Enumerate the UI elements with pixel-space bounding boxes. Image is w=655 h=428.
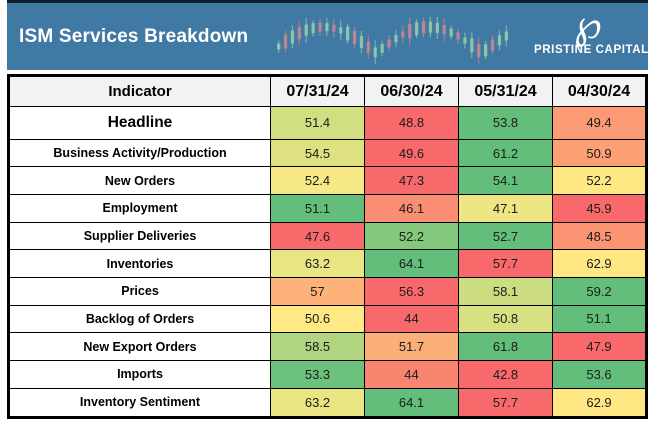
table-row: New Orders 52.4 47.3 54.1 52.2 [8, 166, 647, 196]
value-cell: 49.4 [552, 106, 647, 140]
row-label: Employment [8, 194, 271, 223]
value-cell: 52.7 [458, 221, 553, 251]
value-cell: 57.7 [458, 387, 553, 419]
table-row: Inventory Sentiment 63.2 64.1 57.7 62.9 [8, 387, 647, 419]
table-row: Inventories 63.2 64.1 57.7 62.9 [8, 249, 647, 279]
value-cell: 63.2 [270, 249, 365, 279]
value-cell: 56.3 [364, 277, 459, 306]
row-label: Headline [8, 106, 271, 140]
table-row: New Export Orders 58.5 51.7 61.8 47.9 [8, 332, 647, 361]
row-label: Imports [8, 359, 271, 389]
column-header-date: 07/31/24 [270, 75, 365, 107]
value-cell: 51.4 [270, 106, 365, 140]
value-cell: 62.9 [552, 387, 647, 419]
value-cell: 52.2 [364, 221, 459, 251]
value-cell: 59.2 [552, 277, 647, 306]
table-row: Employment 51.1 46.1 47.1 45.9 [8, 194, 647, 223]
value-cell: 48.8 [364, 106, 459, 140]
value-cell: 44 [364, 304, 459, 334]
table-row: Headline 51.4 48.8 53.8 49.4 [8, 106, 647, 140]
value-cell: 50.6 [270, 304, 365, 334]
value-cell: 54.1 [458, 166, 553, 196]
column-header-date: 05/31/24 [458, 75, 553, 107]
value-cell: 47.9 [552, 332, 647, 361]
value-cell: 64.1 [364, 387, 459, 419]
value-cell: 47.6 [270, 221, 365, 251]
value-cell: 51.1 [270, 194, 365, 223]
value-cell: 54.5 [270, 138, 365, 168]
table-row: Supplier Deliveries 47.6 52.2 52.7 48.5 [8, 221, 647, 251]
row-label: Prices [8, 277, 271, 306]
value-cell: 50.9 [552, 138, 647, 168]
value-cell: 53.3 [270, 359, 365, 389]
table-container: Indicator 07/31/24 06/30/24 05/31/24 04/30/2… [7, 74, 648, 419]
value-cell: 45.9 [552, 194, 647, 223]
row-label: New Export Orders [8, 332, 271, 361]
value-cell: 47.1 [458, 194, 553, 223]
pristine-script-p-logo-icon: ℘ [574, 2, 602, 48]
column-header-date: 04/30/24 [552, 75, 647, 107]
table-row: Backlog of Orders 50.6 44 50.8 51.1 [8, 304, 647, 334]
ism-services-table: Indicator 07/31/24 06/30/24 05/31/24 04/30/2… [7, 74, 648, 419]
value-cell: 62.9 [552, 249, 647, 279]
row-label: Supplier Deliveries [8, 221, 271, 251]
value-cell: 58.1 [458, 277, 553, 306]
value-cell: 48.5 [552, 221, 647, 251]
value-cell: 42.8 [458, 359, 553, 389]
brand-name: PRISTINE CAPITAL [534, 44, 649, 56]
table-row: Imports 53.3 44 42.8 53.6 [8, 359, 647, 389]
value-cell: 50.8 [458, 304, 553, 334]
row-label: Inventories [8, 249, 271, 279]
value-cell: 51.1 [552, 304, 647, 334]
value-cell: 61.2 [458, 138, 553, 168]
value-cell: 53.8 [458, 106, 553, 140]
value-cell: 52.2 [552, 166, 647, 196]
value-cell: 58.5 [270, 332, 365, 361]
value-cell: 46.1 [364, 194, 459, 223]
value-cell: 63.2 [270, 387, 365, 419]
row-label: Inventory Sentiment [8, 387, 271, 419]
row-label: Business Activity/Production [8, 138, 271, 168]
value-cell: 64.1 [364, 249, 459, 279]
value-cell: 44 [364, 359, 459, 389]
banner-title: ISM Services Breakdown [19, 25, 249, 47]
value-cell: 51.7 [364, 332, 459, 361]
banner: ISM Services Breakdown ℘ PRISTINE CAPITA… [7, 0, 648, 70]
value-cell: 47.3 [364, 166, 459, 196]
table-header-row: Indicator 07/31/24 06/30/24 05/31/24 04/30/2… [8, 75, 647, 107]
table-row: Business Activity/Production 54.5 49.6 61.2… [8, 138, 647, 168]
value-cell: 49.6 [364, 138, 459, 168]
column-header-indicator: Indicator [8, 75, 271, 107]
value-cell: 57 [270, 277, 365, 306]
value-cell: 57.7 [458, 249, 553, 279]
brand-logo: ℘ PRISTINE CAPITAL [534, 2, 649, 56]
column-header-date: 06/30/24 [364, 75, 459, 107]
row-label: New Orders [8, 166, 271, 196]
value-cell: 61.8 [458, 332, 553, 361]
table-row: Prices 57 56.3 58.1 59.2 [8, 277, 647, 306]
row-label: Backlog of Orders [8, 304, 271, 334]
candlestick-chart-graphic [277, 16, 508, 65]
value-cell: 53.6 [552, 359, 647, 389]
value-cell: 52.4 [270, 166, 365, 196]
